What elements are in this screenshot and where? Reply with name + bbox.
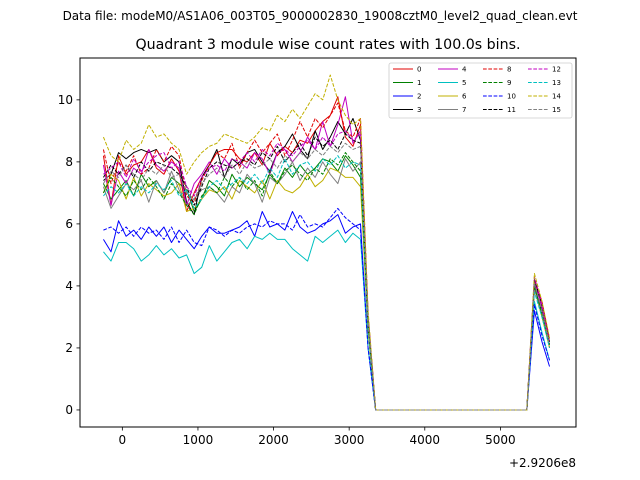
x-tick-label: 1000 xyxy=(183,433,214,447)
x-tick-label: 4000 xyxy=(410,433,441,447)
legend-label-13: 13 xyxy=(552,79,561,87)
y-tick-label: 8 xyxy=(65,155,73,169)
series-line-6 xyxy=(102,167,551,411)
x-tick-label: 0 xyxy=(119,433,127,447)
legend-label-6: 6 xyxy=(462,93,467,101)
series-line-2 xyxy=(103,210,551,411)
chart-title: Quadrant 3 module wise count rates with … xyxy=(135,37,520,53)
series-line-14 xyxy=(102,74,551,411)
plot-area: 0 1000 2000 3000 4000 5000 0 2 4 6 8 10 xyxy=(58,74,551,447)
legend-label-0: 0 xyxy=(417,66,421,74)
legend-label-8: 8 xyxy=(507,66,511,74)
y-tick-label: 0 xyxy=(65,403,73,417)
y-tick-label: 4 xyxy=(65,279,73,293)
legend-label-1: 1 xyxy=(417,79,421,87)
x-tick-label: 5000 xyxy=(485,433,516,447)
series-line-7 xyxy=(102,158,551,411)
legend-label-5: 5 xyxy=(462,79,466,87)
x-tick-label: 2000 xyxy=(258,433,289,447)
y-tick-label: 10 xyxy=(58,93,73,107)
legend-label-7: 7 xyxy=(462,106,466,114)
series-line-8 xyxy=(102,102,551,411)
legend-label-9: 9 xyxy=(507,79,511,87)
legend-label-15: 15 xyxy=(552,106,561,114)
series-line-10 xyxy=(103,207,551,411)
x-offset-label: +2.9206e8 xyxy=(509,456,576,470)
series-group xyxy=(102,74,551,411)
axes-frame xyxy=(79,57,577,428)
legend-frame xyxy=(388,62,573,119)
series-line-5 xyxy=(103,229,551,411)
series-line-11 xyxy=(103,133,551,411)
y-tick-label: 6 xyxy=(65,217,73,231)
legend-label-10: 10 xyxy=(507,93,516,101)
series-line-12 xyxy=(103,130,551,411)
legend-label-11: 11 xyxy=(507,106,516,114)
y-tick-label: 2 xyxy=(65,341,73,355)
legend-label-12: 12 xyxy=(552,66,561,74)
series-line-15 xyxy=(103,142,551,411)
legend-label-4: 4 xyxy=(462,66,467,74)
legend-label-14: 14 xyxy=(552,93,561,101)
series-line-9 xyxy=(102,152,551,411)
legend-label-2: 2 xyxy=(417,93,421,101)
x-tick-label: 3000 xyxy=(334,433,365,447)
legend-label-3: 3 xyxy=(417,106,421,114)
suptitle: Data file: modeM0/AS1A06_003T05_90000028… xyxy=(63,9,578,23)
